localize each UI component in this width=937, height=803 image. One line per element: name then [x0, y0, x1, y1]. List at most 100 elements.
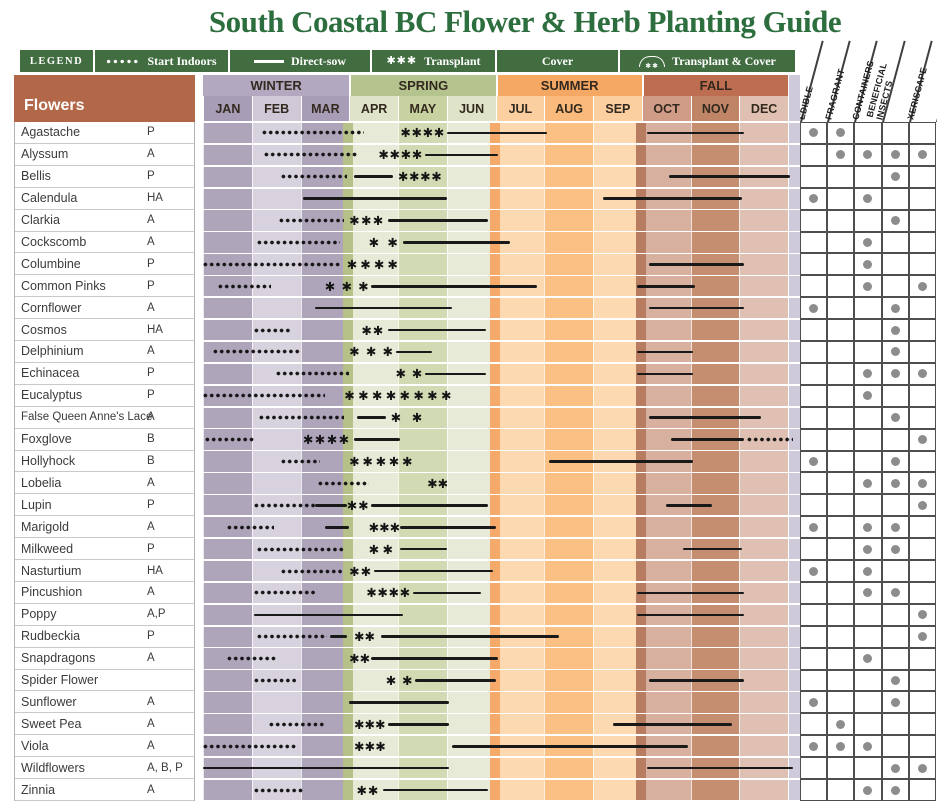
- cover-arc-icon: ✱✱: [639, 55, 666, 70]
- attribute-cell-beneficial: [881, 603, 909, 626]
- transplant-star-icon: ✱: [382, 541, 394, 557]
- attribute-dot: [863, 150, 873, 160]
- attribute-cell-beneficial: [881, 341, 909, 363]
- attribute-cell-fragrant: [827, 538, 855, 561]
- start-indoors-segment: [268, 721, 325, 727]
- page-title: South Coastal BC Flower & Herb Planting …: [208, 4, 842, 39]
- flower-type: A: [147, 717, 155, 730]
- start-indoors-segment: [746, 437, 793, 443]
- attribute-dot: [863, 194, 873, 204]
- direct-sow-segment: [400, 525, 496, 529]
- timeline-month-column: [495, 122, 545, 801]
- season-header-summer: SUMMER: [495, 75, 642, 96]
- attribute-cell-fragrant: [827, 472, 855, 495]
- attribute-cell-fragrant: [827, 757, 855, 780]
- attribute-cell-fragrant: [827, 122, 855, 144]
- attribute-dot: [890, 522, 900, 532]
- transplant-segment: ✱ ✱: [427, 475, 448, 491]
- attribute-dot: [890, 785, 900, 795]
- transplant-segment: ✱ ✱: [349, 564, 371, 579]
- transplant-stars-icon: ✱✱✱: [386, 54, 418, 67]
- attribute-cell-containers: [854, 341, 882, 363]
- attribute-cell-xeriscape: [908, 472, 936, 495]
- transplant-star-icon: ✱: [375, 454, 387, 469]
- legend-item-cover: Cover: [495, 50, 618, 72]
- attribute-cell-containers: [854, 122, 882, 144]
- attribute-cell-containers: [854, 450, 882, 473]
- flower-name: Viola: [21, 738, 49, 753]
- month-header-may: MAY: [398, 96, 447, 122]
- flower-type: A: [147, 586, 155, 599]
- direct-sow-segment: [666, 504, 713, 507]
- attribute-cell-xeriscape: [908, 297, 936, 320]
- attribute-cell-containers: [854, 253, 882, 276]
- attribute-cell-beneficial: [881, 713, 909, 736]
- attribute-cell-edible: [800, 362, 828, 385]
- transplant-segment: ✱ ✱ ✱ ✱: [400, 125, 444, 140]
- start-indoors-segment: [203, 261, 340, 267]
- row-separator: [203, 274, 800, 277]
- attribute-dot: [890, 150, 900, 160]
- attribute-cell-containers: [854, 779, 882, 801]
- transplant-star-icon: ✱: [354, 716, 365, 732]
- transplant-star-icon: ✱: [427, 475, 438, 491]
- start-indoors-segment: [256, 239, 340, 245]
- attribute-cell-edible: [800, 669, 828, 692]
- row-separator: [203, 427, 800, 430]
- flower-name-column: Agastache P Alyssum A Bellis P Calendula HA Clar…: [14, 122, 195, 801]
- attribute-cell-containers: [854, 494, 882, 517]
- attribute-cell-beneficial: [881, 516, 909, 539]
- transplant-star-icon: ✱: [399, 388, 411, 404]
- flower-name: Delphinium: [21, 344, 84, 359]
- flower-type: A: [147, 301, 155, 314]
- flower-type: P: [147, 170, 155, 183]
- direct-sow-segment: [451, 744, 689, 748]
- attribute-cell-xeriscape: [908, 581, 936, 604]
- attribute-cell-containers: [854, 231, 882, 254]
- attribute-cell-containers: [854, 187, 882, 210]
- attribute-cell-edible: [800, 757, 828, 780]
- start-indoors-segment: [256, 634, 328, 640]
- transplant-segment: ✱ ✱: [361, 323, 383, 338]
- attribute-cell-fragrant: [827, 341, 855, 363]
- attribute-cell-containers: [854, 735, 882, 758]
- flower-name: Clarkia: [21, 213, 60, 228]
- direct-sow-segment: [446, 131, 547, 135]
- direct-sow-segment: [354, 438, 401, 441]
- transplant-star-icon: ✱: [372, 388, 383, 404]
- transplant-star-icon: ✱: [349, 344, 360, 360]
- attribute-cell-beneficial: [881, 209, 909, 232]
- transplant-star-icon: ✱: [387, 234, 398, 250]
- row-separator: [203, 493, 800, 496]
- attribute-cell-xeriscape: [908, 406, 936, 429]
- transplant-star-icon: ✱: [422, 125, 434, 141]
- legend-item-label: Direct-sow: [290, 53, 347, 68]
- flower-type: A: [147, 214, 155, 227]
- flower-name: Hollyhock: [21, 453, 76, 468]
- flower-name: Echinacea: [21, 366, 80, 381]
- season-boundary-shade: [343, 122, 354, 801]
- transplant-segment: ✱ ✱: [369, 542, 393, 557]
- attribute-dot: [890, 456, 900, 466]
- start-indoors-segment: [281, 174, 347, 180]
- flower-name: Foxglove: [21, 432, 72, 447]
- start-indoors-segment: [256, 546, 345, 552]
- direct-sow-segment: [371, 657, 498, 660]
- transplant-segment: ✱ ✱ ✱ ✱: [366, 585, 410, 600]
- transplant-star-icon: ✱: [427, 388, 438, 404]
- transplant-star-icon: ✱: [372, 213, 384, 229]
- attribute-cell-containers: [854, 319, 882, 342]
- attribute-dot: [863, 281, 873, 291]
- direct-sow-segment: [636, 372, 693, 376]
- attribute-cell-edible: [800, 603, 828, 626]
- attribute-cell-xeriscape: [908, 187, 936, 210]
- direct-sow-segment: [371, 504, 489, 507]
- legend-item-label: Transplant & Cover: [672, 53, 776, 68]
- attribute-cell-fragrant: [827, 165, 855, 188]
- row-separator: [203, 186, 800, 189]
- flower-type: P: [147, 630, 155, 643]
- attribute-cell-beneficial: [881, 122, 909, 144]
- start-indoors-segment: [278, 218, 345, 224]
- attribute-dot: [863, 544, 873, 554]
- direct-sow-segment: [649, 679, 745, 682]
